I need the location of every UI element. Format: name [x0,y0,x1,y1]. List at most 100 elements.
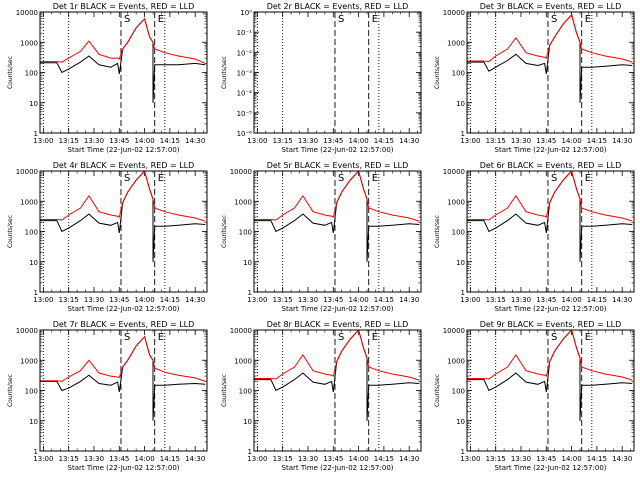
x-tick-label: 13:45 [323,296,343,304]
marker-label: S [124,14,130,25]
x-tick-label: 13:45 [536,455,556,463]
y-tick-label: 10 [29,100,38,108]
x-axis-label: Start Time (22-Jun-02 12:57:00) [282,305,394,313]
x-tick-label: 14:30 [612,296,632,304]
detector-panel-1: Det 1r BLACK = Events, RED = LLD Counts/s… [7,2,208,154]
x-tick-label: 13:45 [109,137,129,145]
y-tick-label: 1000 [20,198,38,206]
marker-label: E [158,332,164,343]
marker-label: E [585,332,591,343]
y-tick-label: 1 [461,130,465,138]
x-tick-label: 14:30 [612,137,632,145]
x-axis-label: Start Time (22-Jun-02 12:57:00) [68,464,180,472]
x-tick-label: 14:15 [374,137,394,145]
x-tick-label: 13:15 [273,137,293,145]
panel-title: Det 7r BLACK = Events, RED = LLD [53,320,195,329]
y-tick-label: 100 [25,388,38,396]
marker-label: S [338,14,344,25]
x-tick-label: 14:30 [399,137,419,145]
y-tick-label: 10⁻⁴ [237,90,253,98]
y-tick-label: 100 [25,229,38,237]
y-tick-label: 10 [456,418,465,426]
x-tick-label: 14:15 [160,137,180,145]
marker-label: S [338,332,344,343]
y-axis-label: Counts/sec [7,215,14,248]
y-tick-label: 10000 [443,327,465,335]
x-tick-label: 13:15 [273,296,293,304]
lld-series-line [40,17,206,64]
marker-label: E [372,332,378,343]
panel-title: Det 1r BLACK = Events, RED = LLD [53,2,195,11]
y-tick-label: 1000 [20,39,38,47]
y-tick-label: 1000 [20,357,38,365]
detector-panel-7: Det 7r BLACK = Events, RED = LLD Counts/s… [7,320,208,472]
events-series-line [40,335,206,421]
plot-frame [253,170,422,293]
x-tick-label: 13:00 [247,455,267,463]
y-tick-label: 1000 [234,357,252,365]
detector-panel-5: Det 5r BLACK = Events, RED = LLD Counts/s… [221,161,422,313]
marker-label: E [585,173,591,184]
y-tick-label: 10 [29,418,38,426]
y-tick-label: 1000 [447,39,465,47]
y-tick-label: 1 [34,130,38,138]
y-tick-label: 100 [239,229,252,237]
x-tick-label: 13:30 [84,137,104,145]
panel-title: Det 5r BLACK = Events, RED = LLD [267,161,409,170]
x-tick-label: 13:00 [247,137,267,145]
x-tick-label: 13:45 [323,137,343,145]
y-tick-label: 1 [248,448,252,456]
y-axis-label: Counts/sec [221,374,228,407]
y-tick-label: 10⁻³ [237,70,253,78]
panel-title: Det 4r BLACK = Events, RED = LLD [53,161,195,170]
y-tick-label: 10⁰ [240,9,252,17]
marker-label: E [372,14,378,25]
plot-frame [466,170,635,293]
y-tick-label: 10000 [443,168,465,176]
marker-label: E [372,173,378,184]
marker-label: E [158,173,164,184]
y-axis-label: Counts/sec [221,56,228,89]
plot-frame [39,329,208,452]
x-tick-label: 13:00 [33,455,53,463]
x-tick-label: 14:15 [587,455,607,463]
y-tick-label: 1 [461,289,465,297]
x-axis-label: Start Time (22-Jun-02 12:57:00) [495,464,607,472]
y-tick-label: 100 [452,229,465,237]
x-tick-label: 13:15 [273,455,293,463]
x-axis-label: Start Time (22-Jun-02 12:57:00) [495,146,607,154]
x-tick-label: 13:00 [33,296,53,304]
x-tick-label: 13:00 [460,296,480,304]
lld-series-line [467,330,633,381]
x-tick-label: 13:30 [84,455,104,463]
x-tick-label: 13:45 [109,296,129,304]
events-series-line [40,171,206,262]
x-axis-label: Start Time (22-Jun-02 12:57:00) [282,146,394,154]
x-tick-label: 13:30 [298,455,318,463]
y-tick-label: 100 [452,388,465,396]
x-tick-label: 13:30 [511,455,531,463]
plot-frame [253,329,422,452]
panel-title: Det 3r BLACK = Events, RED = LLD [480,2,622,11]
plot-frame [253,11,422,134]
y-tick-label: 10000 [16,327,38,335]
x-tick-label: 14:00 [561,137,581,145]
detector-panel-2: Det 2r BLACK = Events, RED = LLD Counts/s… [221,2,422,154]
x-tick-label: 13:30 [511,137,531,145]
y-axis-label: Counts/sec [434,374,441,407]
x-tick-label: 13:30 [298,296,318,304]
marker-label: S [338,173,344,184]
x-tick-label: 14:15 [587,137,607,145]
marker-label: S [551,332,557,343]
y-tick-label: 10 [456,100,465,108]
lld-series-line [467,171,633,222]
y-tick-label: 10000 [16,9,38,17]
events-series-line [467,171,633,262]
lld-series-line [254,171,420,222]
x-axis-label: Start Time (22-Jun-02 12:57:00) [68,146,180,154]
panel-title: Det 6r BLACK = Events, RED = LLD [480,161,622,170]
marker-label: S [124,173,130,184]
x-tick-label: 13:00 [460,137,480,145]
x-tick-label: 13:45 [323,455,343,463]
